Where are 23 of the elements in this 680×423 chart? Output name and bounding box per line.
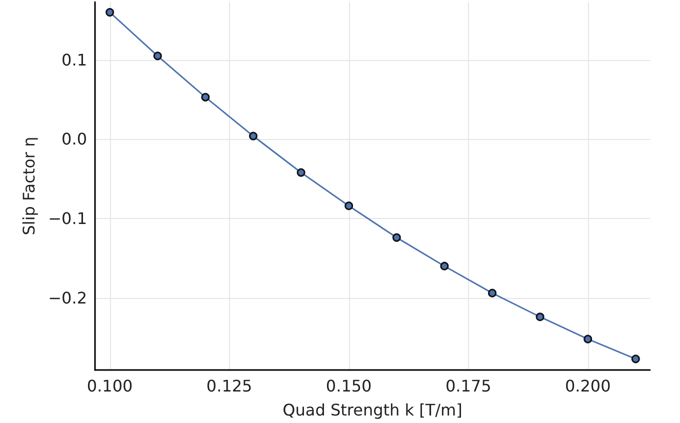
point xyxy=(392,233,401,242)
point xyxy=(631,354,640,364)
x-tick-label: 0.100 xyxy=(86,376,133,396)
x-axis-title: Quad Strength k [T/m] xyxy=(282,400,462,420)
y-tick-label: −0.1 xyxy=(48,209,87,228)
point xyxy=(106,8,114,17)
point xyxy=(440,262,449,270)
point xyxy=(536,312,544,322)
point xyxy=(153,52,162,60)
y-tick-label: 0.0 xyxy=(62,130,87,149)
x-tick-label: 0.125 xyxy=(206,376,252,396)
point xyxy=(296,168,306,177)
y-tick-label: 0.1 xyxy=(62,50,87,70)
x-tick-label: 0.200 xyxy=(564,376,611,396)
point xyxy=(584,334,592,344)
x-tick-label: 0.150 xyxy=(326,376,372,396)
y-tick-label: −0.2 xyxy=(48,288,87,308)
point xyxy=(248,132,258,140)
point xyxy=(344,202,354,210)
y-axis-title: Slip Factor η xyxy=(20,136,38,236)
point xyxy=(201,92,210,102)
x-tick-label: 0.175 xyxy=(445,376,492,396)
point xyxy=(488,288,496,298)
